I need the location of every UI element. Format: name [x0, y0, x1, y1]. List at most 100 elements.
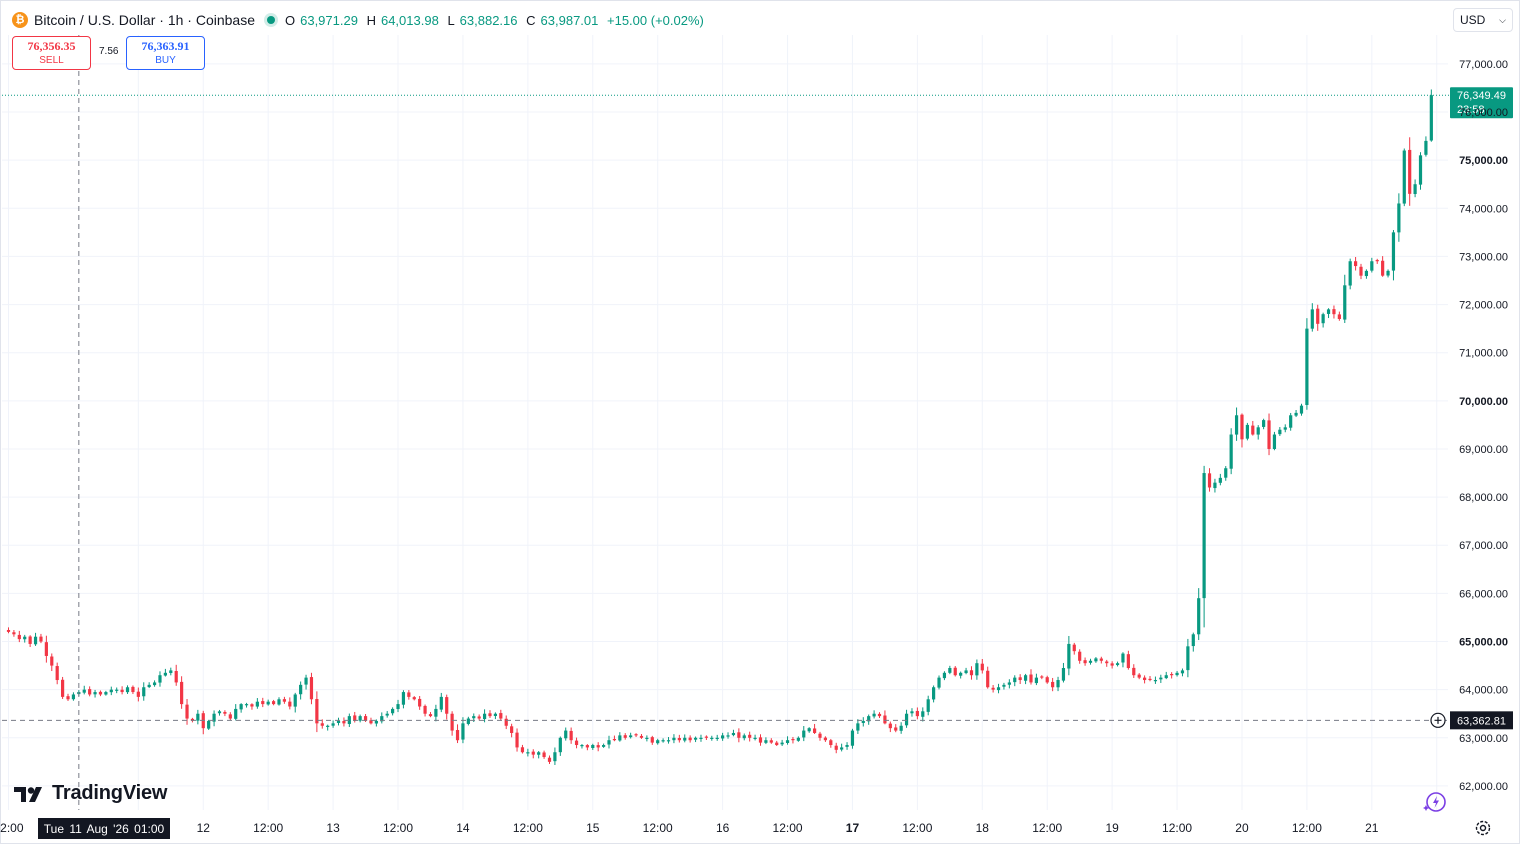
candle-down — [228, 712, 232, 721]
candle-body — [1294, 412, 1298, 416]
candle-up — [1067, 635, 1071, 676]
candle-body — [180, 681, 184, 705]
candle-down — [1408, 137, 1412, 206]
ai-assistant-icon[interactable] — [1422, 789, 1448, 815]
candle-body — [66, 696, 70, 700]
candle-body — [326, 725, 330, 727]
candle-body — [1153, 680, 1158, 682]
candle-body — [1278, 429, 1282, 435]
candle-body — [1105, 661, 1109, 664]
candle-up — [391, 707, 395, 716]
candle-up — [780, 739, 784, 746]
candle-up — [326, 724, 330, 731]
candle-body — [450, 713, 454, 731]
symbol-legend[interactable]: ₿ Bitcoin / U.S. Dollar · 1h · Coinbase … — [12, 10, 709, 30]
candle-body — [996, 687, 1001, 691]
candle-up — [1175, 670, 1179, 677]
candle-body — [1197, 598, 1201, 635]
candle-up — [1164, 671, 1168, 680]
candle-up — [1186, 638, 1190, 678]
candle-up — [1310, 303, 1314, 332]
candle-body — [1040, 676, 1044, 678]
candle-body — [899, 725, 903, 731]
candle-body — [239, 704, 243, 710]
candle-down — [412, 696, 416, 701]
tradingview-logo[interactable]: TradingView — [14, 782, 167, 805]
candle-down — [1051, 677, 1055, 692]
candle-body — [574, 740, 579, 746]
candle-body — [391, 708, 395, 714]
candle-down — [1105, 659, 1109, 667]
candle-down — [748, 731, 752, 742]
candle-body — [537, 752, 541, 755]
candle-body — [82, 689, 86, 693]
candle-up — [932, 685, 936, 703]
candle-up — [807, 727, 811, 733]
candle-down — [639, 734, 644, 739]
candle-down — [1018, 674, 1022, 685]
candle-up — [693, 736, 698, 743]
candle-body — [553, 752, 557, 762]
candle-body — [347, 716, 351, 725]
candle-body — [1115, 663, 1120, 666]
candle-up — [872, 710, 876, 719]
candle-up — [867, 714, 871, 725]
candle-body — [282, 699, 287, 702]
sell-button[interactable]: 76,356.35 SELL — [12, 36, 91, 70]
candle-body — [1391, 232, 1396, 271]
candle-up — [169, 667, 173, 676]
candle-body — [796, 737, 800, 741]
candle-up — [163, 668, 167, 677]
candle-body — [607, 740, 611, 745]
candle-up — [1326, 308, 1331, 319]
low-label: L — [447, 12, 455, 28]
symbol-title[interactable]: Bitcoin / U.S. Dollar · 1h · Coinbase — [34, 12, 255, 28]
candle-body — [1045, 677, 1049, 683]
candle-body — [785, 740, 790, 743]
candle-down — [1126, 650, 1130, 670]
candle-body — [602, 745, 606, 747]
candle-body — [12, 632, 16, 635]
candle-body — [109, 689, 113, 693]
candle-up — [591, 743, 595, 750]
candle-down — [834, 742, 838, 754]
candle-up — [926, 695, 930, 716]
candle-body — [1051, 681, 1055, 688]
candle-body — [1375, 260, 1379, 262]
candle-body — [991, 687, 995, 690]
candle-body — [423, 705, 427, 714]
candle-up — [1061, 662, 1066, 683]
candle-body — [293, 694, 297, 707]
candle-body — [693, 737, 698, 740]
candle-down — [1137, 673, 1141, 680]
candle-body — [1413, 184, 1417, 195]
candle-body — [780, 742, 784, 745]
candle-body — [1072, 644, 1076, 652]
candle-up — [196, 709, 200, 725]
candle-up — [666, 737, 671, 744]
candle-body — [1267, 420, 1271, 449]
candle-down — [315, 691, 319, 733]
candle-down — [353, 711, 357, 723]
candle-body — [872, 713, 876, 717]
gear-icon[interactable] — [1474, 819, 1492, 837]
candle-up — [1343, 274, 1347, 323]
candle-up — [899, 722, 903, 734]
crosshair-price-badge — [1450, 711, 1513, 730]
candle-down — [1251, 420, 1255, 436]
currency-select[interactable]: USD ⌵ — [1453, 8, 1513, 32]
buy-button[interactable]: 76,363.91 BUY — [126, 36, 205, 70]
candle-body — [910, 711, 914, 714]
candle-up — [93, 689, 97, 698]
candle-down — [120, 686, 124, 695]
candle-countdown-label: 23:58 — [1457, 104, 1485, 116]
candle-body — [915, 710, 919, 717]
candle-up — [629, 732, 633, 739]
candle-up — [1013, 675, 1017, 687]
candle-body — [1213, 482, 1217, 489]
candle-body — [353, 715, 357, 721]
candle-down — [1353, 256, 1358, 271]
candle-up — [975, 659, 979, 680]
candle-body — [185, 704, 189, 719]
